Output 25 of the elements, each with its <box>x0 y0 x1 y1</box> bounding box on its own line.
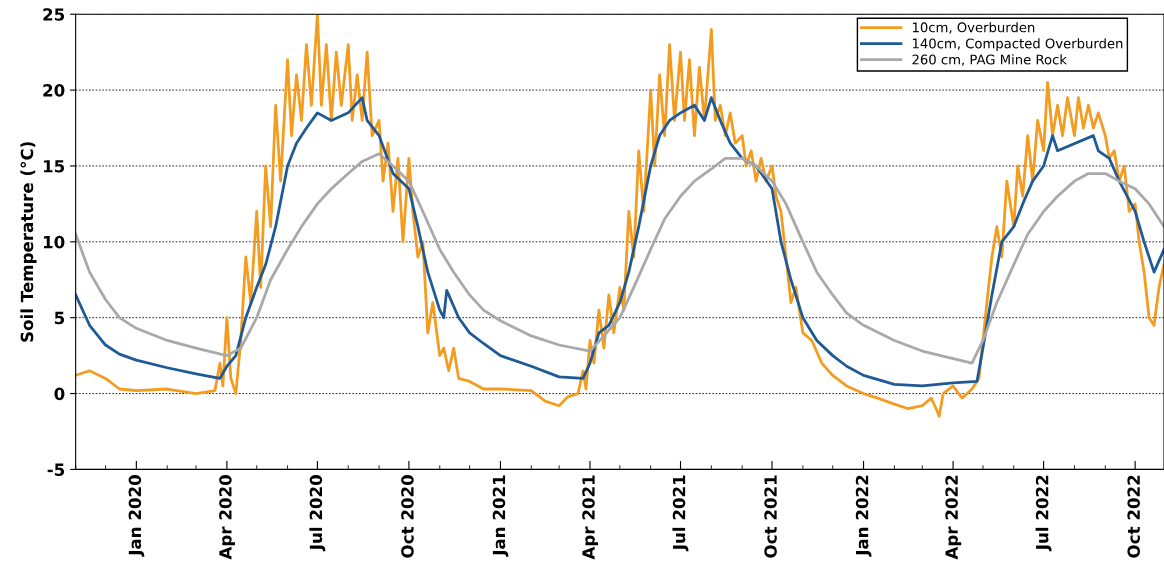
y-tick-label: -5 <box>47 463 65 476</box>
x-tick-label: Jan 2022 <box>855 475 872 557</box>
x-tick-label: Jan 2021 <box>492 475 509 557</box>
line-series <box>75 96 1164 388</box>
x-tick-label: Apr 2022 <box>945 475 962 560</box>
y-axis-title: Soil Temperature (°C) <box>20 142 37 342</box>
x-tick-label: Jan 2020 <box>128 475 145 557</box>
x-tick-label: Apr 2021 <box>582 475 599 560</box>
y-tick-label: 5 <box>54 311 65 325</box>
y-tick-label: 25 <box>43 8 65 21</box>
legend-label: 260 cm, PAG Mine Rock <box>912 54 1067 66</box>
y-tick-label: 20 <box>43 84 65 97</box>
x-tick-label: Jul 2022 <box>1035 475 1052 552</box>
x-tick-label: Oct 2021 <box>764 475 777 558</box>
legend-label: 140cm, Compacted Overburden <box>912 38 1123 51</box>
x-tick-label: Oct 2020 <box>401 475 414 558</box>
x-tick-label: Oct 2022 <box>1127 475 1140 558</box>
x-tick-label: Jul 2020 <box>309 475 326 552</box>
legend-label: 10cm, Overburden <box>912 22 1035 34</box>
y-tick-label: 0 <box>54 387 65 401</box>
line-series <box>75 152 1164 365</box>
x-tick-label: Jul 2021 <box>672 475 689 552</box>
y-tick-label: 15 <box>43 160 65 173</box>
y-tick-label: 10 <box>43 235 65 249</box>
x-tick-label: Apr 2020 <box>219 475 235 560</box>
